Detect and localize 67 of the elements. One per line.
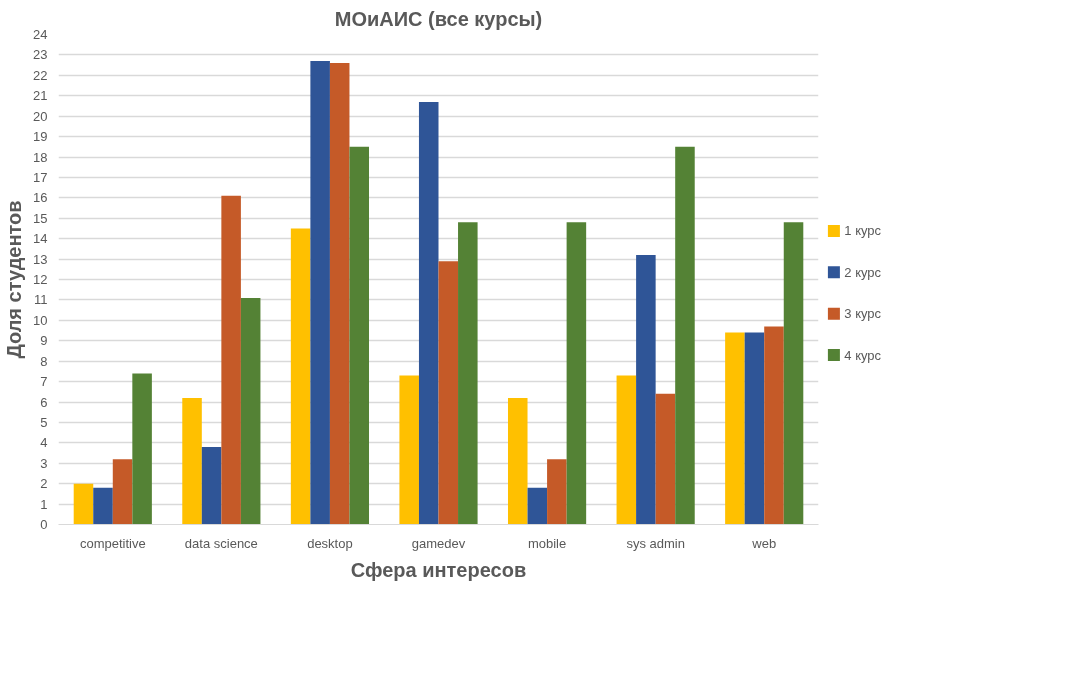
y-axis-title: Доля студентов <box>3 200 26 359</box>
y-tick-label: 5 <box>40 414 48 430</box>
x-tick-label: data science <box>184 535 258 551</box>
bar <box>507 397 528 525</box>
y-tick-label: 7 <box>40 374 48 390</box>
bar <box>73 483 94 525</box>
y-tick-label: 19 <box>33 129 48 145</box>
y-tick-label: 22 <box>33 67 48 83</box>
y-tick-label: 11 <box>34 292 48 308</box>
y-tick-label: 9 <box>40 333 48 349</box>
legend-label: 2 курс <box>844 264 882 280</box>
y-tick-label: 15 <box>33 210 48 226</box>
bar <box>93 487 113 525</box>
y-tick-label: 24 <box>33 27 48 42</box>
bar <box>655 393 676 525</box>
x-tick-label: competitive <box>79 535 146 551</box>
bar <box>240 297 261 525</box>
bar <box>399 375 419 525</box>
y-tick-label: 20 <box>33 108 48 124</box>
y-tick-label: 21 <box>33 88 48 104</box>
bar <box>329 63 350 525</box>
legend-label: 3 курс <box>844 306 882 322</box>
bar <box>221 195 241 525</box>
bar <box>201 446 222 525</box>
y-tick-label: 23 <box>33 47 48 63</box>
bar <box>418 101 439 525</box>
bar <box>310 61 330 525</box>
x-tick-label: sys admin <box>626 535 685 551</box>
bar <box>112 459 133 525</box>
y-tick-label: 18 <box>33 149 48 165</box>
y-tick-label: 3 <box>40 455 48 471</box>
bar <box>675 146 695 525</box>
y-tick-label: 10 <box>33 312 48 328</box>
bar <box>636 255 656 525</box>
y-tick-label: 0 <box>40 517 48 532</box>
bar <box>783 222 804 525</box>
bar <box>725 332 745 525</box>
y-tick-label: 6 <box>40 394 48 410</box>
legend-label: 1 курс <box>844 223 882 239</box>
x-tick-label: mobile <box>527 535 567 551</box>
chart-title: МОиАИС (все курсы) <box>334 7 543 30</box>
y-tick-label: 8 <box>40 353 48 369</box>
y-tick-label: 2 <box>40 476 48 492</box>
y-tick-label: 14 <box>33 231 48 247</box>
legend-label: 4 курс <box>844 347 882 363</box>
bar <box>438 261 459 525</box>
bar <box>764 326 784 525</box>
bar <box>132 373 152 525</box>
y-tick-label: 17 <box>33 169 48 185</box>
bar <box>616 375 637 525</box>
bar <box>182 397 202 525</box>
y-tick-label: 12 <box>33 272 48 287</box>
bar <box>458 222 478 525</box>
bar <box>547 459 567 525</box>
bar <box>349 146 370 525</box>
x-tick-label: web <box>751 535 777 551</box>
y-tick-label: 4 <box>40 435 48 451</box>
bar <box>566 222 587 525</box>
y-tick-label: 16 <box>33 190 48 206</box>
x-tick-label: gamedev <box>411 535 466 551</box>
y-tick-label: 13 <box>33 251 48 267</box>
bar <box>290 228 311 525</box>
y-tick-label: 1 <box>40 496 48 512</box>
bar <box>744 332 765 525</box>
x-tick-label: desktop <box>307 535 353 551</box>
bar <box>527 487 548 525</box>
x-axis-title: Сфера интересов <box>350 558 527 581</box>
